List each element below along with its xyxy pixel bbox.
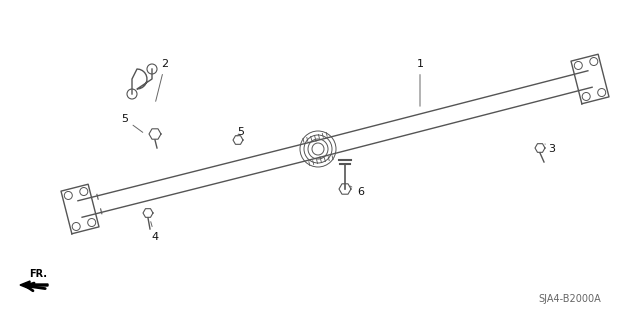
Text: 5: 5 [121, 114, 143, 132]
Text: SJA4-B2000A: SJA4-B2000A [539, 294, 602, 304]
Text: FR.: FR. [29, 269, 47, 279]
Text: 5: 5 [237, 127, 244, 137]
Text: 3: 3 [545, 144, 555, 154]
Text: 1: 1 [417, 59, 424, 106]
Text: 6: 6 [350, 186, 364, 197]
Polygon shape [20, 281, 48, 289]
Text: 4: 4 [151, 222, 159, 242]
Text: 2: 2 [156, 59, 168, 101]
